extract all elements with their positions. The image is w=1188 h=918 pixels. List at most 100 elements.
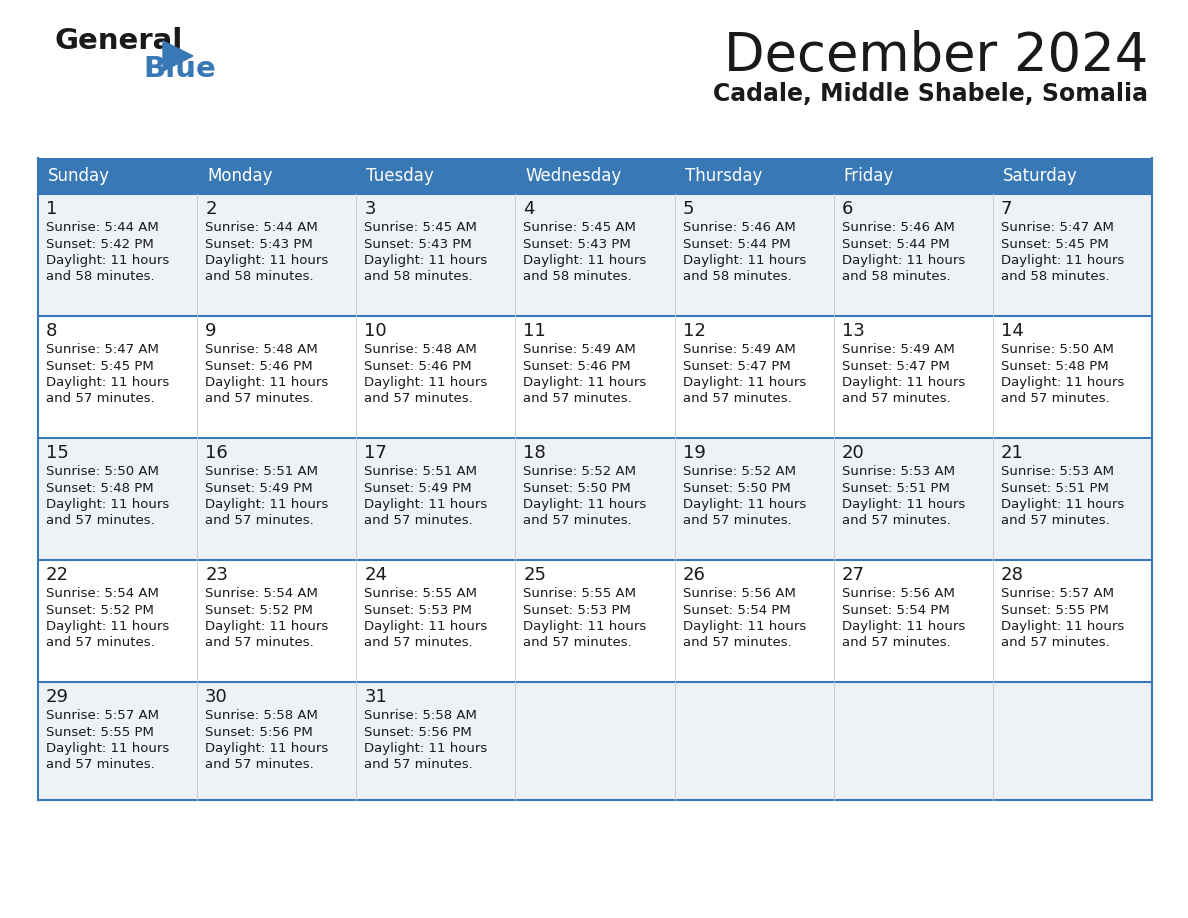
Text: Sunrise: 5:58 AM: Sunrise: 5:58 AM: [365, 709, 478, 722]
Text: Sunrise: 5:50 AM: Sunrise: 5:50 AM: [1000, 343, 1113, 356]
Text: Sunset: 5:55 PM: Sunset: 5:55 PM: [1000, 603, 1108, 617]
Text: Daylight: 11 hours: Daylight: 11 hours: [842, 376, 965, 389]
Text: Daylight: 11 hours: Daylight: 11 hours: [365, 742, 487, 755]
Text: Sunrise: 5:57 AM: Sunrise: 5:57 AM: [1000, 587, 1114, 600]
Text: Sunrise: 5:47 AM: Sunrise: 5:47 AM: [46, 343, 159, 356]
Text: and 57 minutes.: and 57 minutes.: [365, 393, 473, 406]
Text: and 57 minutes.: and 57 minutes.: [206, 758, 314, 771]
Polygon shape: [163, 41, 192, 71]
Text: Daylight: 11 hours: Daylight: 11 hours: [46, 498, 169, 511]
Text: Daylight: 11 hours: Daylight: 11 hours: [524, 376, 646, 389]
Text: Sunday: Sunday: [48, 167, 110, 185]
Text: Sunrise: 5:48 AM: Sunrise: 5:48 AM: [206, 343, 318, 356]
Text: 4: 4: [524, 200, 535, 218]
Text: Sunrise: 5:53 AM: Sunrise: 5:53 AM: [842, 465, 955, 478]
Text: and 58 minutes.: and 58 minutes.: [524, 271, 632, 284]
Text: 1: 1: [46, 200, 57, 218]
Text: Daylight: 11 hours: Daylight: 11 hours: [206, 498, 328, 511]
Text: and 57 minutes.: and 57 minutes.: [1000, 636, 1110, 650]
Text: 11: 11: [524, 322, 546, 340]
Text: Daylight: 11 hours: Daylight: 11 hours: [365, 254, 487, 267]
Text: Sunrise: 5:55 AM: Sunrise: 5:55 AM: [365, 587, 478, 600]
Text: Daylight: 11 hours: Daylight: 11 hours: [842, 254, 965, 267]
Text: and 57 minutes.: and 57 minutes.: [365, 758, 473, 771]
Text: and 57 minutes.: and 57 minutes.: [206, 514, 314, 528]
Text: Daylight: 11 hours: Daylight: 11 hours: [524, 254, 646, 267]
Text: Daylight: 11 hours: Daylight: 11 hours: [683, 498, 805, 511]
Text: 15: 15: [46, 444, 69, 462]
Bar: [834, 158, 993, 194]
Text: Blue: Blue: [143, 55, 216, 83]
Text: Daylight: 11 hours: Daylight: 11 hours: [206, 376, 328, 389]
Text: 21: 21: [1000, 444, 1024, 462]
Text: Sunrise: 5:56 AM: Sunrise: 5:56 AM: [683, 587, 796, 600]
Text: Sunset: 5:52 PM: Sunset: 5:52 PM: [46, 603, 154, 617]
Text: and 57 minutes.: and 57 minutes.: [683, 393, 791, 406]
Text: Daylight: 11 hours: Daylight: 11 hours: [683, 376, 805, 389]
Text: Daylight: 11 hours: Daylight: 11 hours: [365, 498, 487, 511]
Text: Sunset: 5:45 PM: Sunset: 5:45 PM: [46, 360, 153, 373]
Text: Daylight: 11 hours: Daylight: 11 hours: [1000, 254, 1124, 267]
Text: Sunrise: 5:53 AM: Sunrise: 5:53 AM: [1000, 465, 1114, 478]
Text: Daylight: 11 hours: Daylight: 11 hours: [524, 498, 646, 511]
Text: Daylight: 11 hours: Daylight: 11 hours: [365, 376, 487, 389]
Text: 3: 3: [365, 200, 375, 218]
Text: 24: 24: [365, 566, 387, 584]
Bar: [38, 438, 1152, 560]
Text: Daylight: 11 hours: Daylight: 11 hours: [1000, 376, 1124, 389]
Text: Sunset: 5:43 PM: Sunset: 5:43 PM: [365, 238, 472, 251]
Text: Daylight: 11 hours: Daylight: 11 hours: [842, 620, 965, 633]
Text: Sunrise: 5:51 AM: Sunrise: 5:51 AM: [206, 465, 318, 478]
Text: Sunrise: 5:45 AM: Sunrise: 5:45 AM: [524, 221, 637, 234]
Text: Sunset: 5:49 PM: Sunset: 5:49 PM: [365, 482, 472, 495]
Text: Sunrise: 5:58 AM: Sunrise: 5:58 AM: [206, 709, 318, 722]
Text: 22: 22: [46, 566, 69, 584]
Bar: [38, 560, 1152, 682]
Text: Daylight: 11 hours: Daylight: 11 hours: [46, 620, 169, 633]
Text: Sunset: 5:51 PM: Sunset: 5:51 PM: [1000, 482, 1108, 495]
Text: 29: 29: [46, 688, 69, 706]
Text: and 57 minutes.: and 57 minutes.: [683, 636, 791, 650]
Text: 27: 27: [842, 566, 865, 584]
Text: Sunset: 5:48 PM: Sunset: 5:48 PM: [46, 482, 153, 495]
Text: Sunrise: 5:57 AM: Sunrise: 5:57 AM: [46, 709, 159, 722]
Text: Sunset: 5:42 PM: Sunset: 5:42 PM: [46, 238, 153, 251]
Text: Sunset: 5:54 PM: Sunset: 5:54 PM: [842, 603, 949, 617]
Text: and 58 minutes.: and 58 minutes.: [1000, 271, 1110, 284]
Text: and 58 minutes.: and 58 minutes.: [842, 271, 950, 284]
Text: Daylight: 11 hours: Daylight: 11 hours: [46, 742, 169, 755]
Text: and 57 minutes.: and 57 minutes.: [1000, 393, 1110, 406]
Text: Sunset: 5:43 PM: Sunset: 5:43 PM: [206, 238, 312, 251]
Text: Daylight: 11 hours: Daylight: 11 hours: [46, 254, 169, 267]
Text: and 57 minutes.: and 57 minutes.: [1000, 514, 1110, 528]
Text: Monday: Monday: [207, 167, 272, 185]
Text: 30: 30: [206, 688, 228, 706]
Text: Sunset: 5:49 PM: Sunset: 5:49 PM: [206, 482, 312, 495]
Text: 28: 28: [1000, 566, 1024, 584]
Bar: [993, 158, 1152, 194]
Text: Sunrise: 5:54 AM: Sunrise: 5:54 AM: [46, 587, 159, 600]
Text: Daylight: 11 hours: Daylight: 11 hours: [206, 620, 328, 633]
Text: Cadale, Middle Shabele, Somalia: Cadale, Middle Shabele, Somalia: [713, 82, 1148, 106]
Bar: [516, 158, 675, 194]
Text: Sunset: 5:56 PM: Sunset: 5:56 PM: [365, 725, 472, 738]
Text: Sunrise: 5:45 AM: Sunrise: 5:45 AM: [365, 221, 478, 234]
Text: and 57 minutes.: and 57 minutes.: [365, 514, 473, 528]
Text: and 57 minutes.: and 57 minutes.: [524, 636, 632, 650]
Text: 18: 18: [524, 444, 546, 462]
Text: Sunset: 5:46 PM: Sunset: 5:46 PM: [524, 360, 631, 373]
Text: 31: 31: [365, 688, 387, 706]
Text: 20: 20: [842, 444, 865, 462]
Text: Sunset: 5:53 PM: Sunset: 5:53 PM: [365, 603, 472, 617]
Text: Thursday: Thursday: [684, 167, 762, 185]
Text: General: General: [55, 27, 183, 55]
Text: and 57 minutes.: and 57 minutes.: [683, 514, 791, 528]
Text: and 58 minutes.: and 58 minutes.: [365, 271, 473, 284]
Text: Sunrise: 5:46 AM: Sunrise: 5:46 AM: [842, 221, 954, 234]
Text: Sunrise: 5:51 AM: Sunrise: 5:51 AM: [365, 465, 478, 478]
Text: Sunset: 5:51 PM: Sunset: 5:51 PM: [842, 482, 949, 495]
Text: Friday: Friday: [843, 167, 893, 185]
Text: and 57 minutes.: and 57 minutes.: [524, 514, 632, 528]
Text: Sunrise: 5:50 AM: Sunrise: 5:50 AM: [46, 465, 159, 478]
Text: Sunset: 5:46 PM: Sunset: 5:46 PM: [365, 360, 472, 373]
